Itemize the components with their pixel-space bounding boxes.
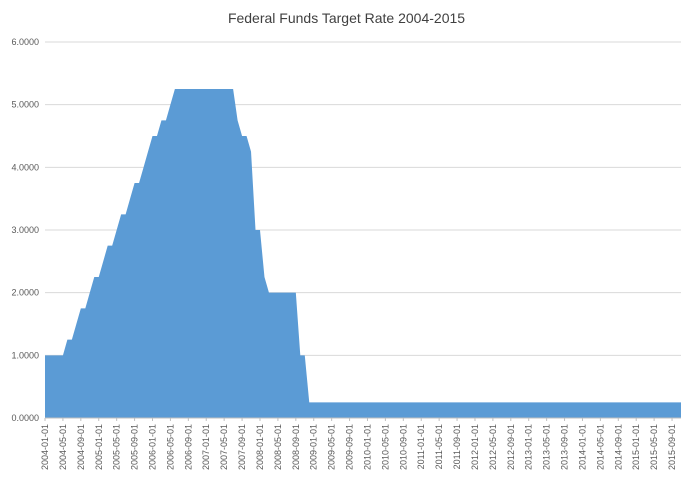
x-tick-label: 2008-05-01 (273, 424, 283, 470)
x-tick-label: 2007-05-01 (219, 424, 229, 470)
x-tick-label: 2006-01-01 (147, 424, 157, 470)
x-tick-label: 2007-09-01 (237, 424, 247, 470)
x-tick-label: 2015-01-01 (631, 424, 641, 470)
rate-area (45, 89, 681, 418)
x-tick-label: 2014-09-01 (613, 424, 623, 470)
y-tick-label: 2.0000 (11, 288, 39, 298)
x-tick-label: 2006-09-01 (183, 424, 193, 470)
x-tick-label: 2015-09-01 (667, 424, 677, 470)
x-axis-ticks: 2004-01-01 2004-05-01 2004-09-01 2005-01-01… (40, 418, 677, 470)
x-tick-label: 2011-09-01 (452, 424, 462, 469)
x-tick-label: 2004-05-01 (58, 424, 68, 470)
x-tick-label: 2011-05-01 (434, 424, 444, 469)
y-tick-label: 4.0000 (11, 162, 39, 172)
x-tick-label: 2009-01-01 (309, 424, 319, 470)
x-tick-label: 2004-09-01 (76, 424, 86, 470)
x-tick-label: 2005-05-01 (112, 424, 122, 470)
y-tick-label: 0.0000 (11, 413, 39, 423)
x-tick-label: 2012-01-01 (470, 424, 480, 470)
x-tick-label: 2013-05-01 (542, 424, 552, 470)
x-tick-label: 2013-09-01 (560, 424, 570, 470)
chart-title: Federal Funds Target Rate 2004-2015 (227, 10, 466, 26)
x-tick-label: 2015-05-01 (649, 424, 659, 470)
series-area (45, 89, 681, 418)
x-tick-label: 2010-09-01 (398, 424, 408, 470)
x-tick-label: 2006-05-01 (165, 424, 175, 470)
x-tick-label: 2011-01-01 (416, 424, 426, 469)
x-tick-label: 2010-05-01 (380, 424, 390, 470)
x-tick-label: 2013-01-01 (524, 424, 534, 470)
x-tick-label: 2014-05-01 (595, 424, 605, 470)
x-tick-label: 2012-09-01 (506, 424, 516, 470)
x-tick-label: 2014-01-01 (577, 424, 587, 470)
x-tick-label: 2008-01-01 (255, 424, 265, 470)
gridlines (45, 41, 681, 356)
y-tick-label: 1.0000 (11, 350, 39, 360)
x-tick-label: 2004-01-01 (40, 424, 50, 470)
x-tick-label: 2007-01-01 (201, 424, 211, 470)
x-tick-label: 2010-01-01 (362, 424, 372, 470)
x-tick-label: 2005-01-01 (94, 424, 104, 470)
x-tick-label: 2009-09-01 (345, 424, 355, 470)
y-tick-label: 3.0000 (11, 225, 39, 235)
x-tick-label: 2012-05-01 (488, 424, 498, 470)
y-tick-label: 5.0000 (11, 100, 39, 110)
y-tick-label: 6.0000 (11, 37, 39, 47)
x-tick-label: 2008-09-01 (291, 424, 301, 470)
x-tick-label: 2005-09-01 (130, 424, 140, 470)
x-tick-label: 2009-05-01 (327, 424, 337, 470)
y-axis-ticks: 0.0000 1.0000 2.0000 3.0000 4.0000 5.0000 6.00… (11, 37, 39, 423)
